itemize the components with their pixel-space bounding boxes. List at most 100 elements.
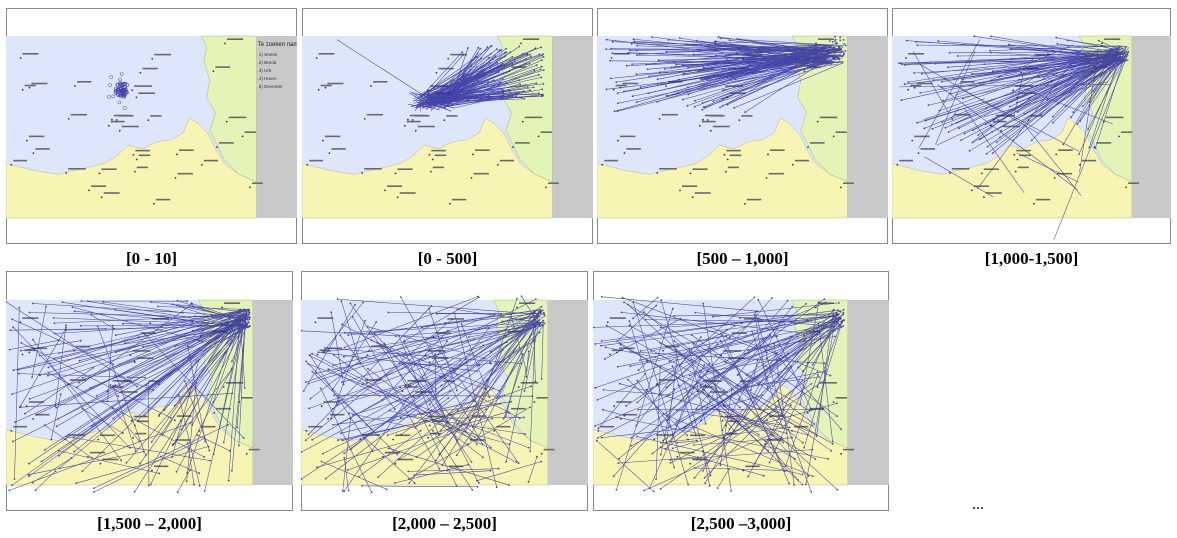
trace-point: [838, 302, 840, 304]
trace-segment: [1009, 53, 1129, 107]
trace-point: [812, 328, 814, 331]
city-dot: [32, 418, 34, 420]
trace-segment: [601, 315, 838, 346]
city-dot: [443, 119, 446, 121]
trace-point: [673, 466, 676, 469]
city-label-mark: [138, 154, 151, 157]
trace-point: [686, 104, 689, 107]
trace-segment: [476, 325, 536, 440]
trace-point: [70, 457, 73, 459]
trace-point: [40, 460, 43, 463]
trace-point: [743, 415, 746, 418]
trace-point: [8, 348, 11, 351]
trace-point: [148, 484, 150, 487]
trace-segment: [160, 456, 200, 474]
trace-point: [823, 298, 826, 301]
trace-point: [515, 461, 518, 463]
trace-segment: [347, 418, 493, 471]
trace-point: [488, 396, 491, 398]
trace-point: [692, 343, 695, 345]
trace-point: [122, 106, 127, 110]
city-dot: [401, 390, 404, 393]
trace-segment: [805, 314, 837, 485]
city-dot: [403, 124, 406, 127]
city-dot: [896, 163, 899, 166]
city-label-mark: [404, 386, 419, 388]
trace-point: [150, 301, 152, 303]
trace-segment: [389, 410, 510, 445]
city-label-mark: [91, 185, 107, 187]
city-dot: [623, 152, 626, 154]
city-label-mark: [24, 349, 36, 352]
trace-segment: [320, 388, 372, 493]
trace-point: [643, 489, 645, 492]
trace-segment: [923, 98, 985, 121]
trace-point: [805, 302, 807, 305]
trace-point: [673, 314, 675, 317]
trace-segment: [617, 325, 824, 368]
trace-point: [506, 71, 508, 74]
trace-point: [439, 429, 442, 432]
trace-segment: [673, 314, 834, 317]
trace-segment: [197, 434, 230, 452]
trace-segment: [343, 314, 538, 358]
trace-segment: [401, 397, 449, 435]
trace-point: [243, 308, 246, 311]
trace-point: [47, 374, 49, 377]
trace-point: [470, 461, 473, 463]
trace-point: [960, 139, 963, 141]
city-label-mark: [28, 135, 45, 138]
city-label-mark: [908, 53, 925, 55]
trace-point: [711, 315, 714, 318]
trace-point: [794, 458, 796, 460]
trace-segment: [337, 298, 534, 315]
trace-point: [341, 323, 343, 326]
trace-segment: [171, 359, 200, 458]
trace-segment: [309, 354, 373, 452]
trace-segment: [505, 313, 539, 462]
city-label-mark: [806, 66, 822, 68]
trace-segment: [48, 333, 144, 368]
trace-point: [643, 311, 645, 314]
city-label-mark: [134, 85, 153, 87]
trace-point: [491, 417, 494, 420]
trace-segment: [305, 319, 453, 441]
trace-segment: [745, 59, 827, 113]
city-dot: [28, 351, 31, 354]
trace-segment: [693, 437, 793, 446]
trace-point: [756, 359, 759, 362]
city-label-mark: [35, 413, 50, 416]
trace-segment: [617, 57, 843, 104]
map-svg-7: [593, 271, 889, 511]
map-area: [597, 35, 888, 219]
trace-point: [1047, 53, 1049, 56]
city-label-mark: [616, 401, 632, 403]
trace-point: [801, 379, 804, 382]
trace-point: [117, 100, 122, 105]
trace-point: [351, 315, 354, 318]
trace-point: [790, 365, 793, 368]
city-dot: [840, 452, 842, 455]
trace-point: [818, 376, 820, 378]
map-panel-4: [892, 8, 1171, 244]
trace-point: [12, 440, 14, 443]
city-dot: [721, 419, 724, 422]
trace-segment: [72, 306, 203, 342]
trace-point: [623, 301, 625, 304]
trace-segment: [1024, 88, 1114, 125]
trace-point: [527, 446, 530, 449]
city-dot: [407, 118, 409, 121]
trace-segment: [1070, 53, 1125, 65]
trace-point: [630, 445, 632, 447]
trace-segment: [429, 101, 446, 106]
legend-item: 2) Breda: [259, 60, 277, 65]
city-dot: [679, 189, 681, 192]
trace-point: [828, 51, 831, 54]
trace-point: [11, 318, 14, 321]
city-dot: [21, 88, 24, 91]
map-svg-6: [301, 271, 588, 511]
trace-point: [659, 71, 661, 73]
trace-point: [693, 477, 696, 479]
city-label-mark: [726, 149, 741, 152]
